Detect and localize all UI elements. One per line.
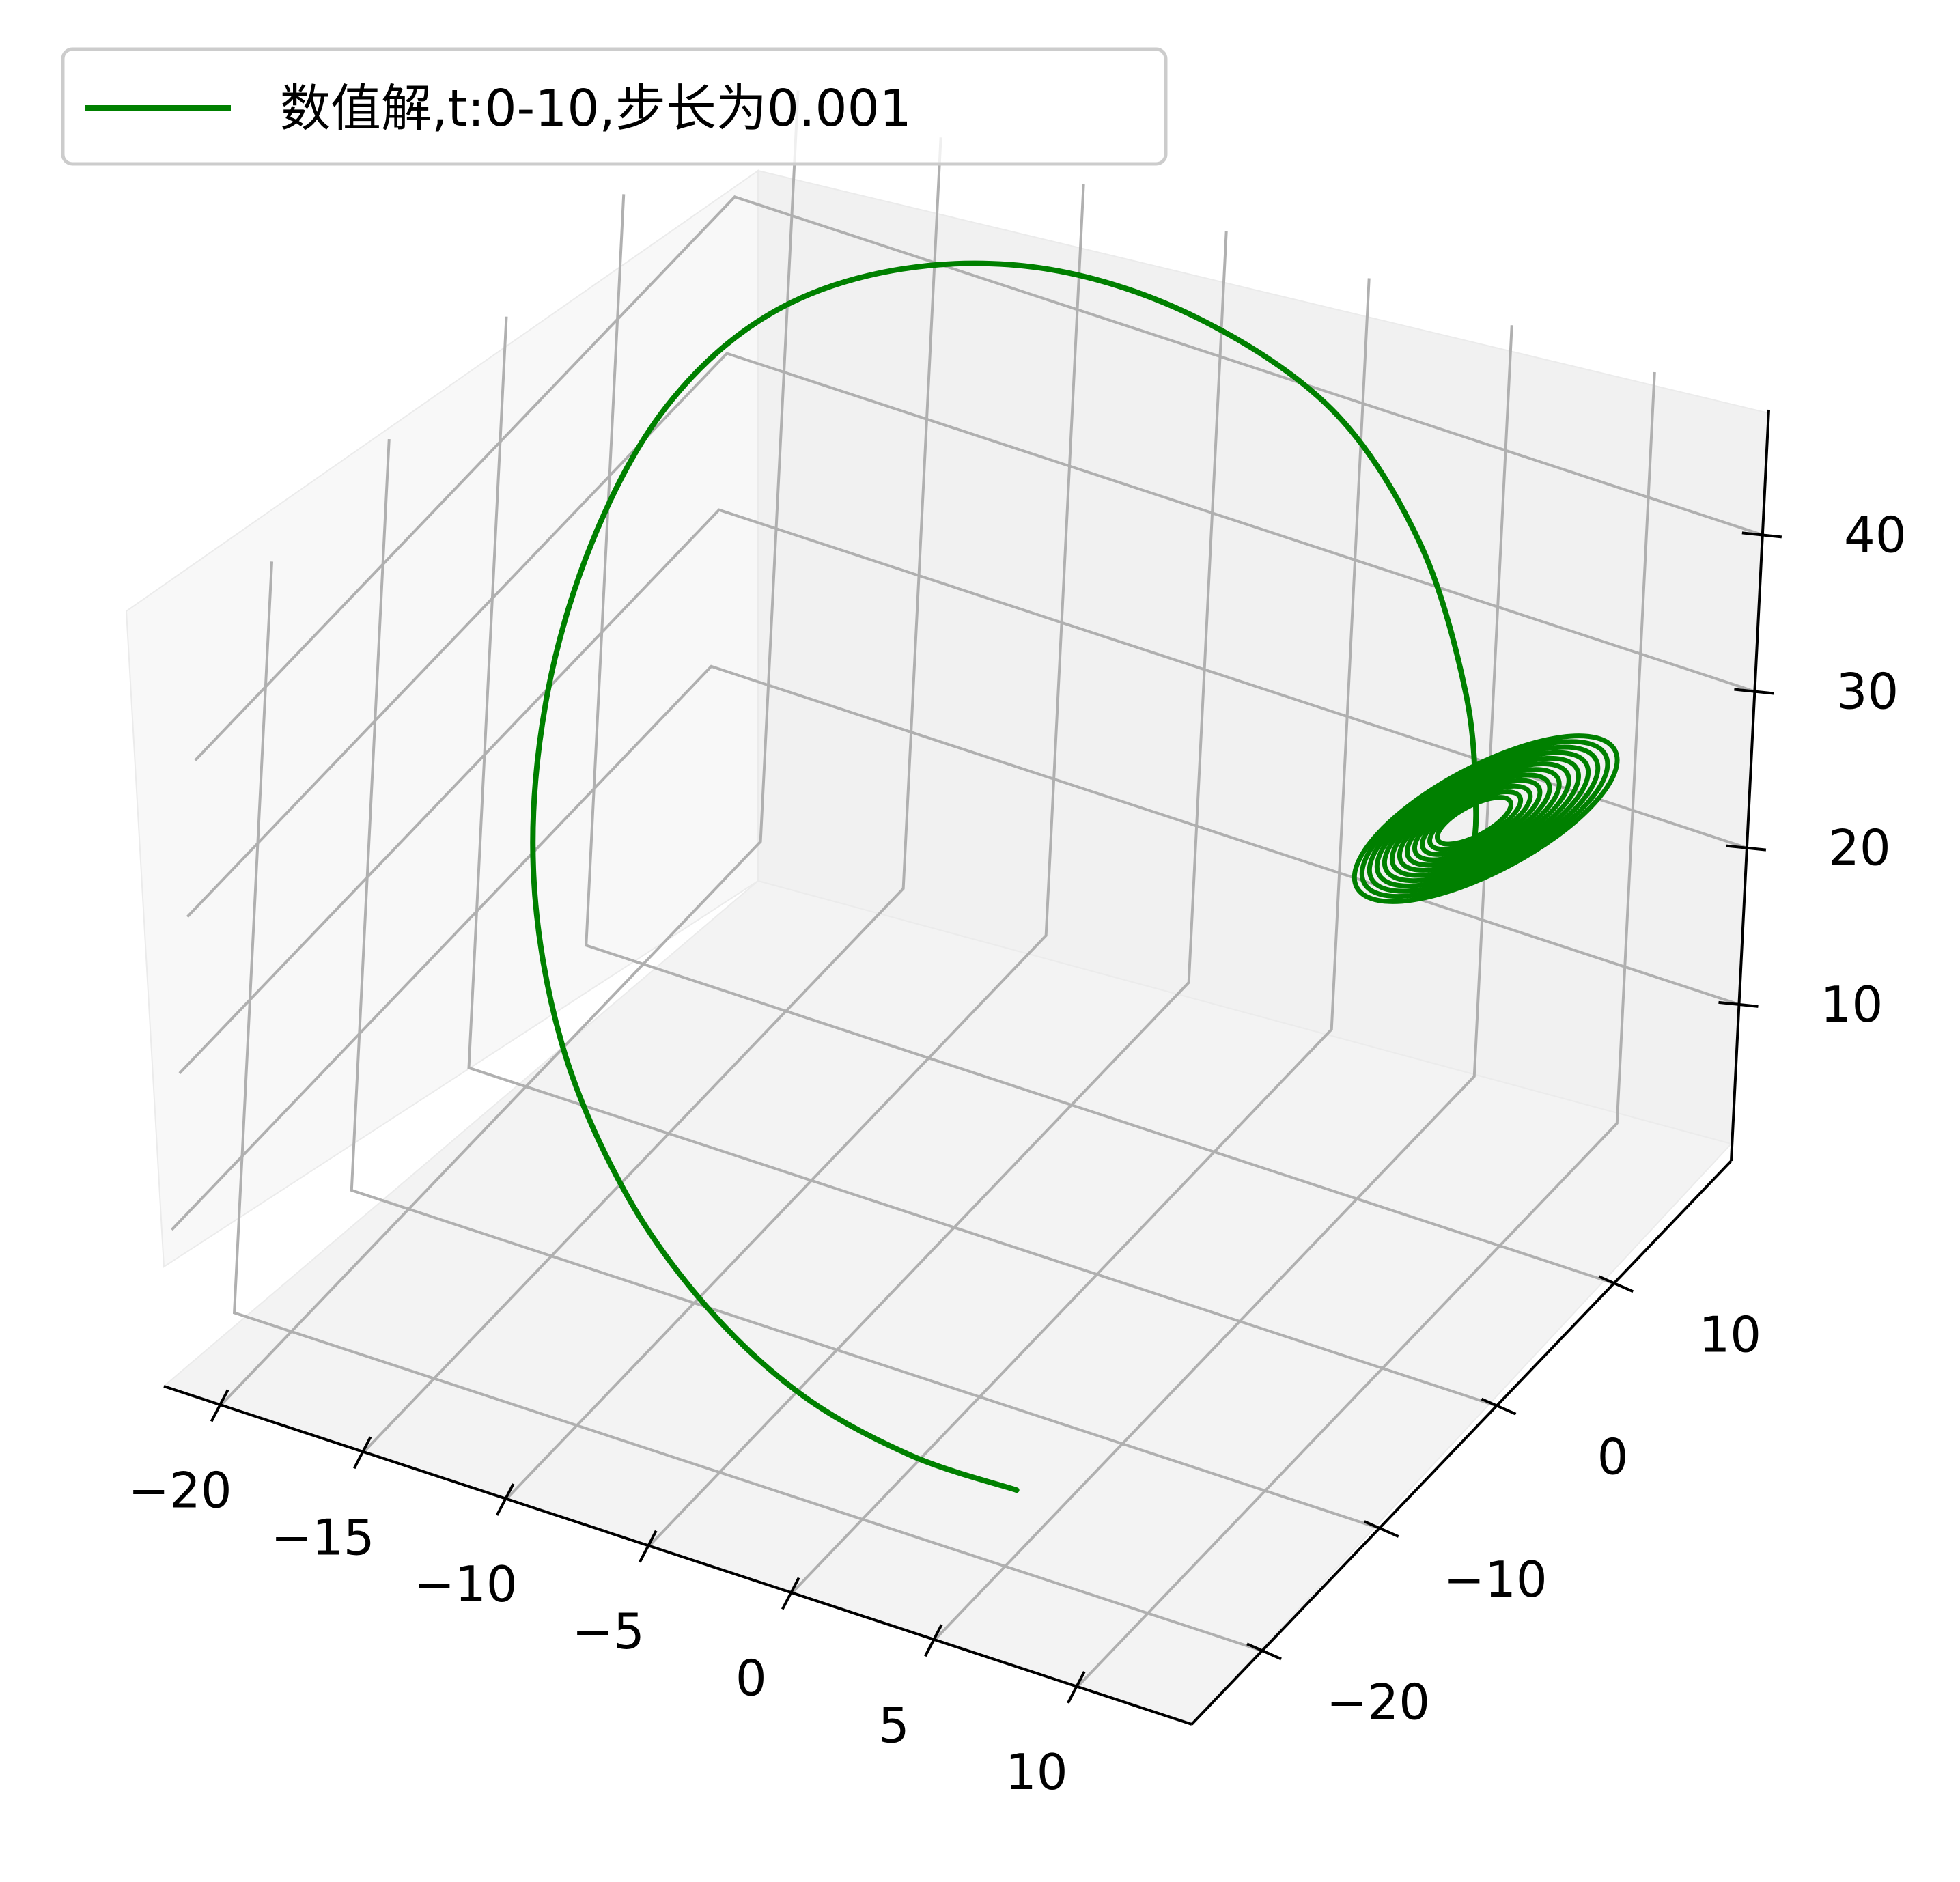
trajectory xyxy=(530,260,1620,1493)
attractor-loop-9 xyxy=(1367,744,1601,894)
grid-line-z-1 xyxy=(178,508,1748,1075)
z-tick-label-2: 30 xyxy=(1836,663,1899,720)
x-tick-1 xyxy=(352,1436,372,1470)
grid-line-x-0 xyxy=(220,90,800,1406)
grid-line-x-4 xyxy=(791,278,1371,1594)
z-tick-3 xyxy=(1741,531,1782,539)
attractor-loops xyxy=(1352,733,1620,904)
x-tick-label-3: −5 xyxy=(572,1603,645,1660)
legend-box xyxy=(61,47,1168,166)
z-tick-label-3: 40 xyxy=(1844,506,1907,563)
z-tick-0 xyxy=(1718,1000,1759,1008)
y-tick-label-0: −20 xyxy=(1326,1673,1430,1730)
attractor-loop-0 xyxy=(1435,795,1513,847)
y-tick-1 xyxy=(1363,1520,1399,1538)
grid-line-x-3 xyxy=(648,231,1228,1547)
x-tick-4 xyxy=(781,1577,800,1610)
grid-line-y-3 xyxy=(585,194,1614,1285)
x-tick-3 xyxy=(638,1530,658,1563)
x-tick-label-6: 10 xyxy=(1005,1743,1068,1801)
x-tick-2 xyxy=(495,1483,515,1516)
z-tick-label-1: 20 xyxy=(1828,819,1891,877)
x-tick-label-5: 5 xyxy=(878,1696,910,1754)
grid-line-x-6 xyxy=(1076,371,1656,1688)
legend: 数值解,t:0-10,步长为0.001 xyxy=(61,47,1168,166)
grid-line-x-2 xyxy=(505,184,1085,1500)
x-tick-label-0: −20 xyxy=(128,1462,232,1519)
attractor-loop-1 xyxy=(1427,789,1524,852)
axes-panes xyxy=(125,169,1770,1726)
grid-line-y-2 xyxy=(467,316,1498,1407)
attractor-loop-3 xyxy=(1412,778,1543,862)
attractor-loop-10 xyxy=(1359,739,1610,899)
attractor-loop-6 xyxy=(1389,761,1571,878)
grid-line-z-2 xyxy=(186,352,1755,918)
z-tick-label-0: 10 xyxy=(1821,976,1884,1033)
attractor-loop-4 xyxy=(1404,772,1552,868)
y-tick-2 xyxy=(1481,1397,1517,1416)
attractor-loop-11 xyxy=(1352,733,1620,904)
legend-label: 数值解,t:0-10,步长为0.001 xyxy=(280,79,912,138)
axis-ticks xyxy=(210,531,1782,1704)
grid-line-x-1 xyxy=(363,137,942,1453)
y-tick-label-1: −10 xyxy=(1444,1551,1548,1608)
grid-line-y-1 xyxy=(350,438,1380,1530)
y-tick-label-3: 10 xyxy=(1698,1306,1761,1363)
grid-lines xyxy=(171,90,1763,1688)
attractor-loop-8 xyxy=(1374,750,1591,888)
x-tick-5 xyxy=(923,1624,943,1657)
attractor-loop-2 xyxy=(1419,783,1533,857)
x-tick-0 xyxy=(210,1389,229,1422)
x-tick-label-2: −10 xyxy=(414,1556,518,1613)
x-axis-line xyxy=(163,1385,1192,1726)
grid-line-z-3 xyxy=(194,195,1763,761)
trajectory-line xyxy=(530,260,1479,1493)
attractor-loop-7 xyxy=(1382,755,1581,884)
x-tick-6 xyxy=(1067,1671,1086,1704)
z-tick-2 xyxy=(1734,688,1774,695)
x-tick-label-4: 0 xyxy=(736,1650,767,1707)
y-tick-label-2: 0 xyxy=(1597,1429,1629,1486)
axis-tick-labels: −20 −15 −10 −5 0 5 10 −20 −10 0 10 10 20 30 40 xyxy=(128,506,1907,1801)
z-tick-1 xyxy=(1726,844,1767,852)
grid-line-y-0 xyxy=(232,561,1263,1653)
y-tick-3 xyxy=(1598,1275,1634,1293)
y-tick-0 xyxy=(1246,1642,1282,1661)
x-tick-label-1: −15 xyxy=(271,1508,375,1566)
grid-line-x-5 xyxy=(934,325,1513,1641)
attractor-loop-5 xyxy=(1397,767,1562,873)
y-axis-line xyxy=(1190,1160,1733,1726)
